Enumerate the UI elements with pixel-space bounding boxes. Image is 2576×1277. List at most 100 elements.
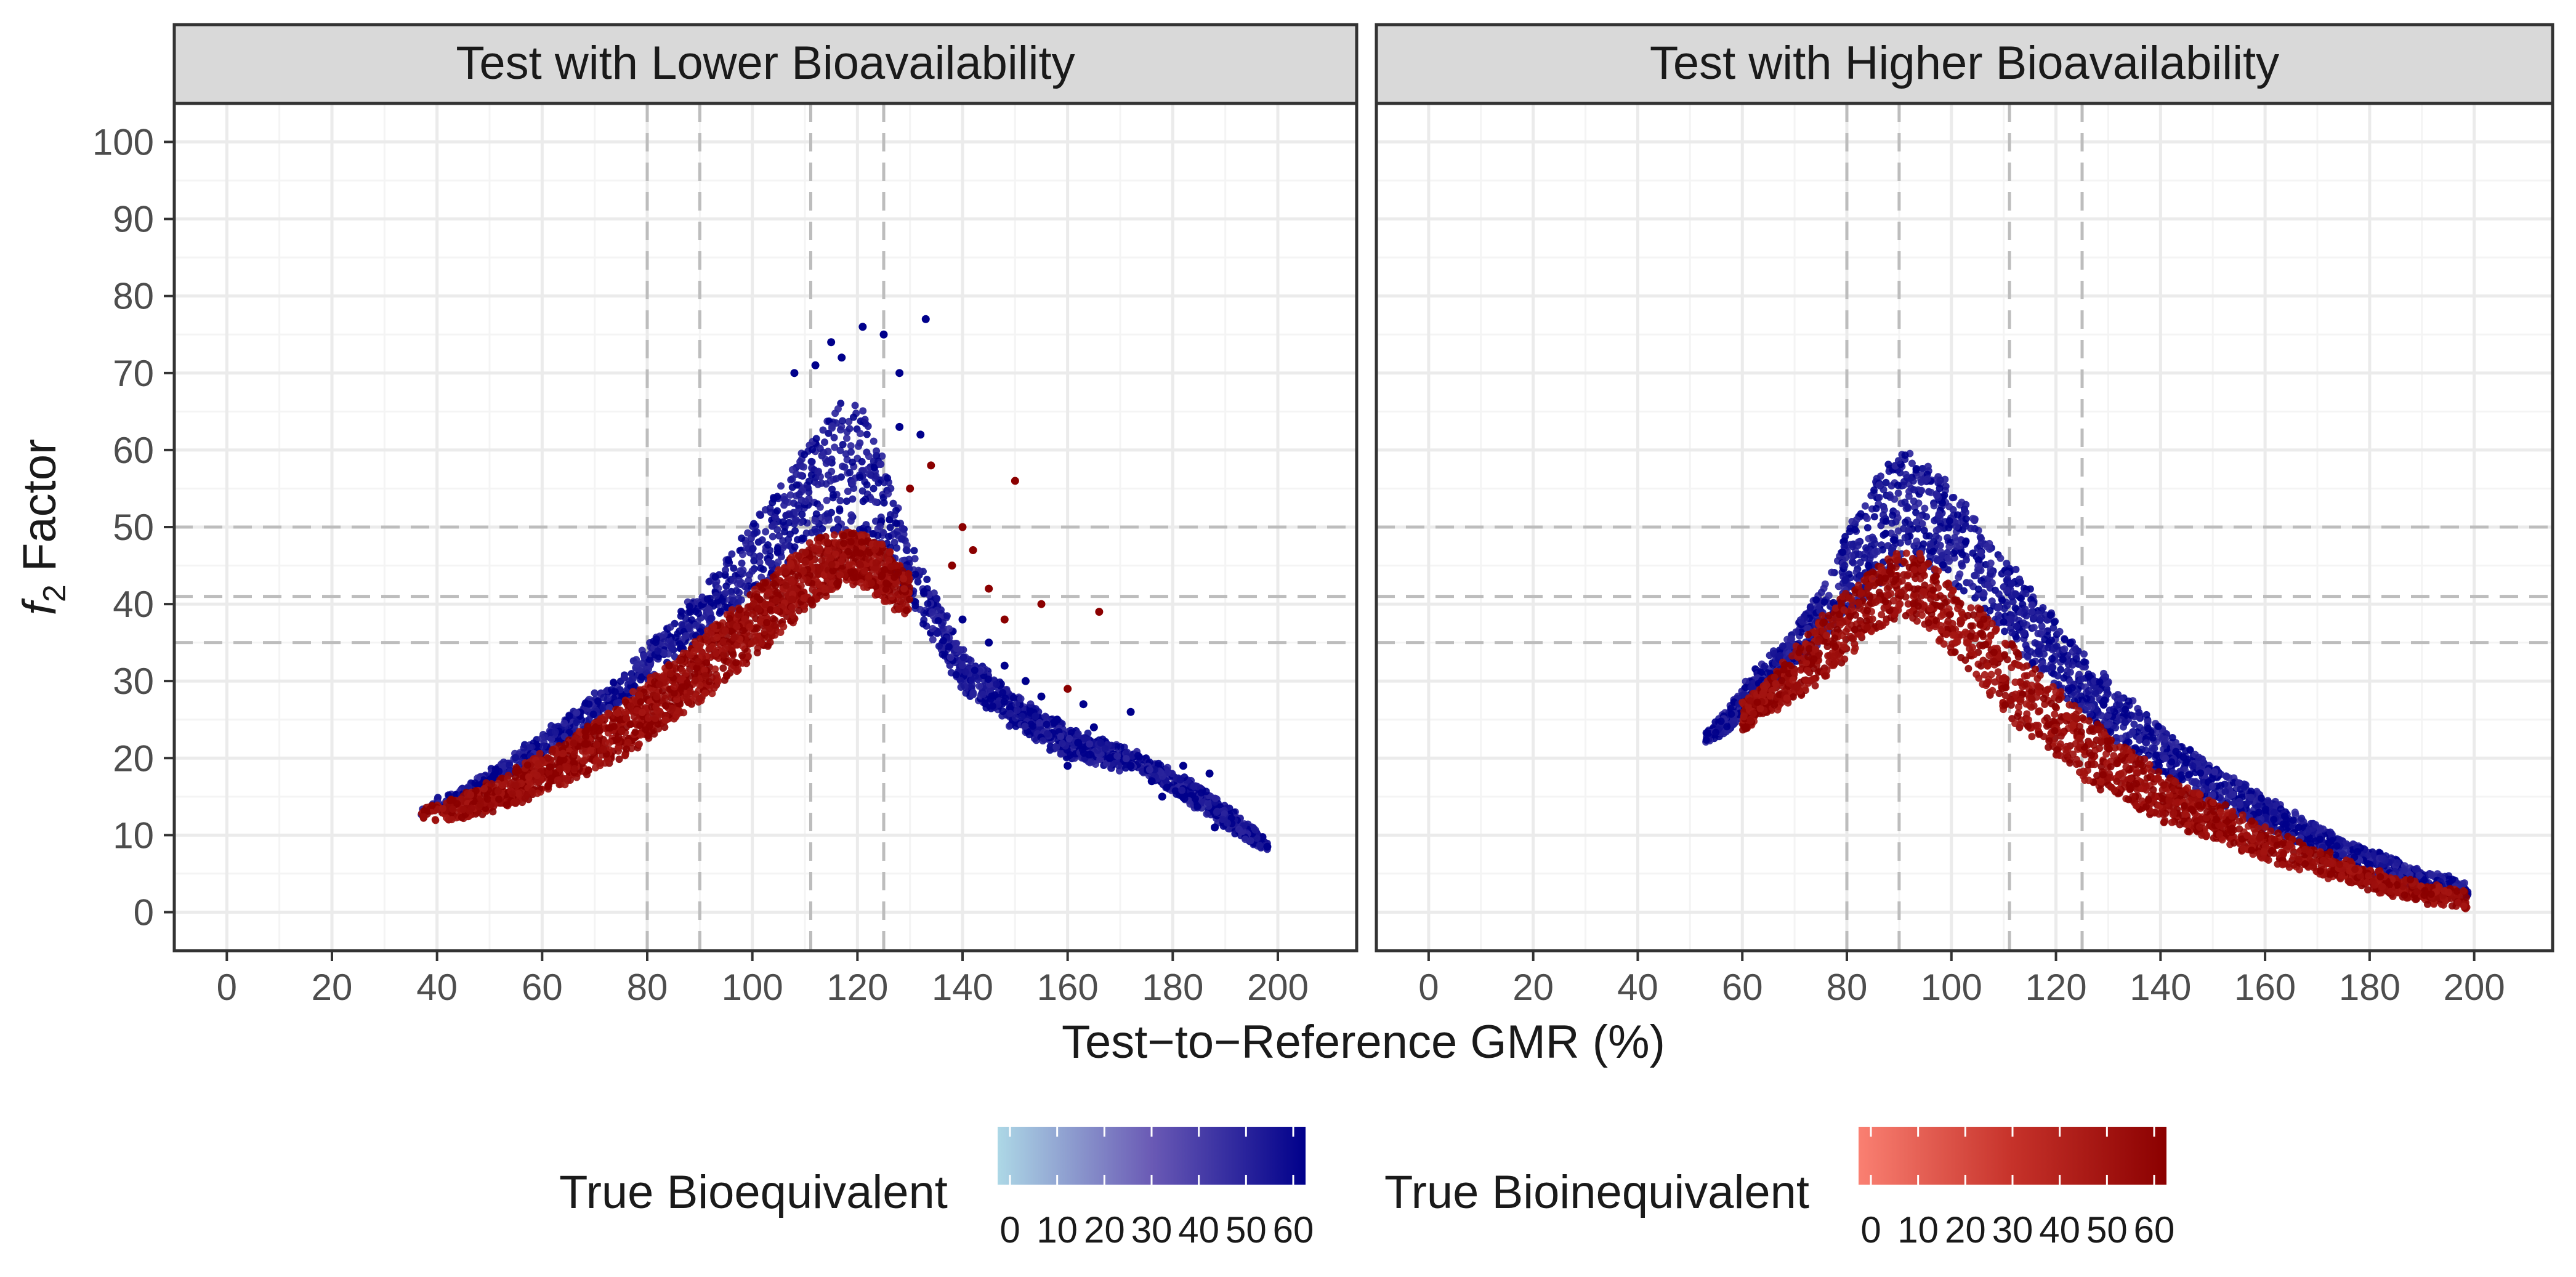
data-point	[814, 541, 822, 549]
data-point	[633, 660, 641, 668]
data-point	[514, 767, 522, 775]
data-point	[838, 353, 846, 362]
panel-title: Test with Lower Bioavailability	[456, 37, 1075, 89]
data-point	[794, 572, 802, 580]
data-point	[864, 422, 872, 430]
data-point	[1074, 738, 1083, 747]
data-point	[890, 511, 898, 519]
data-point	[786, 491, 794, 499]
data-point	[677, 676, 685, 684]
data-point	[773, 526, 781, 534]
data-point	[525, 744, 533, 752]
data-point	[591, 689, 599, 697]
data-point	[985, 638, 993, 647]
data-point	[890, 538, 898, 546]
data-point	[639, 664, 647, 672]
data-point	[805, 477, 813, 485]
data-point	[1163, 763, 1171, 771]
data-point	[556, 765, 564, 773]
data-point	[772, 597, 780, 605]
data-point	[1211, 794, 1219, 802]
data-point	[600, 693, 608, 701]
data-point	[846, 425, 854, 433]
data-point	[692, 608, 700, 616]
data-point	[765, 634, 773, 642]
data-point	[570, 750, 578, 758]
data-point	[1223, 819, 1231, 827]
data-point	[751, 586, 759, 594]
data-point	[815, 467, 823, 475]
data-point	[726, 659, 734, 667]
data-point	[849, 413, 857, 421]
data-point	[939, 650, 947, 658]
data-point	[899, 594, 907, 602]
data-point	[472, 787, 480, 795]
data-point	[1181, 795, 1189, 803]
data-point	[828, 485, 836, 493]
data-point	[823, 510, 831, 518]
data-point	[2057, 666, 2065, 674]
data-point	[828, 560, 836, 568]
data-point	[519, 773, 527, 781]
data-point	[544, 754, 552, 762]
data-point	[738, 642, 746, 650]
data-point	[732, 587, 740, 595]
data-point	[761, 627, 769, 635]
data-point	[893, 544, 901, 552]
data-point	[895, 422, 904, 431]
data-point	[845, 417, 853, 425]
data-point	[793, 481, 801, 489]
data-point	[621, 752, 629, 760]
x-tick-label: 120	[826, 967, 888, 1008]
data-point	[825, 429, 833, 437]
data-point	[546, 763, 554, 771]
data-point	[562, 740, 570, 748]
data-point	[830, 433, 838, 441]
data-point	[644, 714, 652, 722]
data-point	[741, 582, 749, 590]
data-point	[836, 426, 844, 434]
data-point	[756, 558, 764, 566]
data-point	[943, 612, 951, 620]
data-point	[1986, 606, 1994, 614]
data-point	[738, 534, 746, 542]
data-point	[652, 714, 660, 722]
data-point	[849, 495, 857, 503]
data-point	[934, 617, 942, 625]
data-point	[563, 763, 571, 771]
data-point	[1134, 751, 1142, 759]
data-point	[1190, 783, 1198, 791]
data-point	[900, 585, 908, 593]
data-point	[862, 495, 870, 503]
data-point	[611, 688, 619, 696]
data-point	[876, 554, 884, 562]
data-point	[815, 581, 823, 589]
data-point	[906, 595, 914, 603]
data-point	[654, 647, 662, 655]
data-point	[847, 517, 855, 525]
data-point	[831, 443, 839, 451]
data-point	[591, 731, 599, 739]
data-point	[638, 673, 646, 681]
data-point	[1171, 787, 1179, 795]
data-point	[693, 664, 701, 672]
data-point	[691, 677, 699, 685]
data-point	[652, 672, 660, 680]
data-point	[856, 473, 864, 481]
data-point	[811, 517, 819, 525]
data-point	[627, 702, 635, 710]
data-point	[1882, 478, 1890, 486]
data-point	[538, 735, 546, 743]
data-point	[600, 745, 608, 753]
data-point	[559, 749, 567, 757]
data-point	[1029, 722, 1037, 730]
data-point	[823, 538, 831, 546]
data-point	[676, 686, 684, 694]
data-point	[957, 683, 965, 691]
data-point	[979, 690, 987, 698]
data-point	[788, 611, 796, 619]
data-point	[847, 442, 855, 450]
data-point	[1035, 719, 1043, 727]
data-point	[939, 637, 947, 645]
data-point	[565, 712, 573, 720]
